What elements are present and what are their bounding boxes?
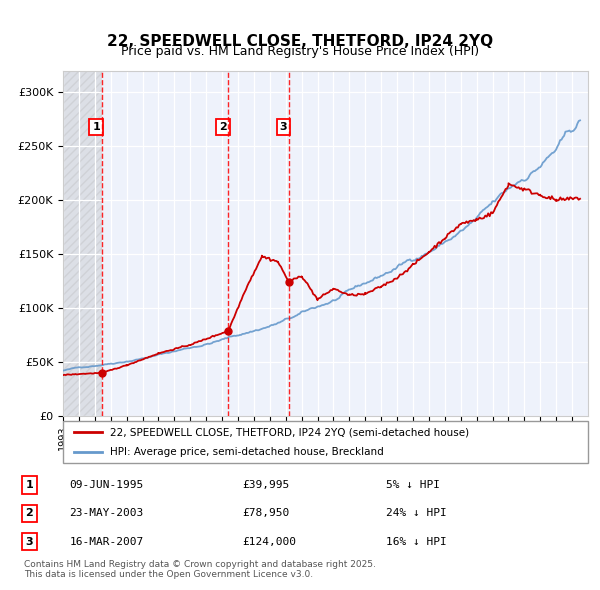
Text: 5% ↓ HPI: 5% ↓ HPI [386, 480, 440, 490]
Text: 1: 1 [25, 480, 33, 490]
Text: 22, SPEEDWELL CLOSE, THETFORD, IP24 2YQ: 22, SPEEDWELL CLOSE, THETFORD, IP24 2YQ [107, 34, 493, 49]
Text: £124,000: £124,000 [242, 537, 296, 546]
Text: 22, SPEEDWELL CLOSE, THETFORD, IP24 2YQ (semi-detached house): 22, SPEEDWELL CLOSE, THETFORD, IP24 2YQ … [110, 427, 469, 437]
Text: 3: 3 [25, 537, 33, 546]
Text: Contains HM Land Registry data © Crown copyright and database right 2025.
This d: Contains HM Land Registry data © Crown c… [24, 560, 376, 579]
Text: £39,995: £39,995 [242, 480, 290, 490]
Text: 16% ↓ HPI: 16% ↓ HPI [386, 537, 447, 546]
Text: 1: 1 [92, 122, 100, 132]
Bar [63, 71, 102, 416]
Text: 16-MAR-2007: 16-MAR-2007 [70, 537, 144, 546]
FancyBboxPatch shape [63, 421, 588, 463]
Text: Price paid vs. HM Land Registry's House Price Index (HPI): Price paid vs. HM Land Registry's House … [121, 45, 479, 58]
Text: 3: 3 [280, 122, 287, 132]
Text: 24% ↓ HPI: 24% ↓ HPI [386, 509, 447, 518]
Text: 2: 2 [25, 509, 33, 518]
Text: 2: 2 [219, 122, 227, 132]
Text: 09-JUN-1995: 09-JUN-1995 [70, 480, 144, 490]
Text: 23-MAY-2003: 23-MAY-2003 [70, 509, 144, 518]
Text: HPI: Average price, semi-detached house, Breckland: HPI: Average price, semi-detached house,… [110, 447, 384, 457]
Text: £78,950: £78,950 [242, 509, 290, 518]
